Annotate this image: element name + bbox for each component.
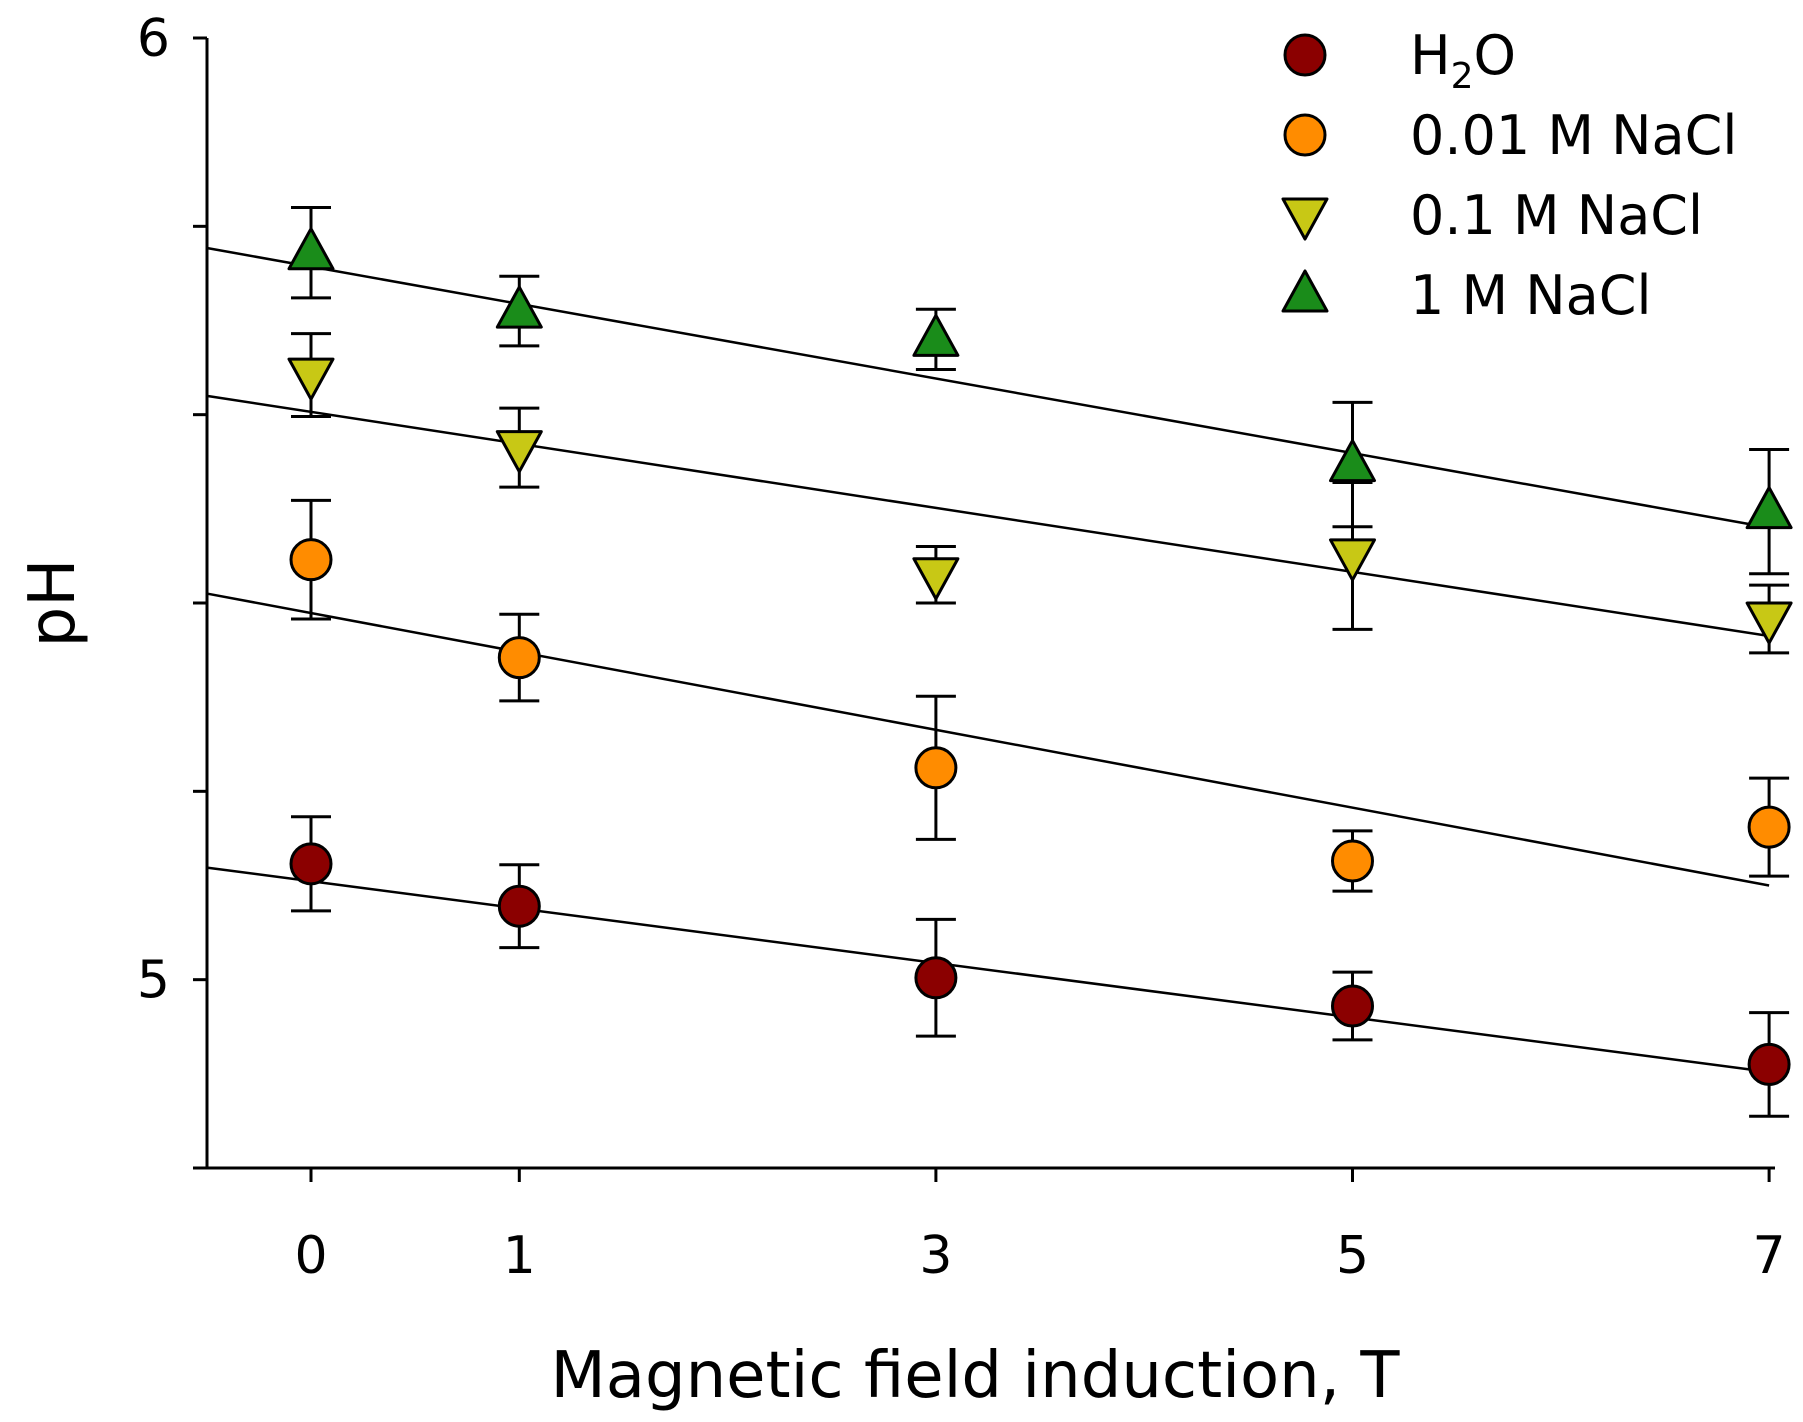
- data-point: [1329, 439, 1376, 483]
- fit-lines: [206, 246, 1770, 1074]
- data-point: [914, 956, 958, 1000]
- data-point: [1745, 486, 1793, 530]
- fit-line: [206, 246, 1770, 529]
- y-tick-label: 6: [137, 9, 170, 69]
- x-tick-label: 0: [294, 1226, 327, 1286]
- data-point: [1747, 1042, 1791, 1086]
- data-point: [1331, 984, 1374, 1028]
- data-point: [495, 285, 543, 329]
- x-tick-label: 1: [503, 1226, 536, 1286]
- legend-marker: [1283, 113, 1327, 157]
- x-tick-label: 3: [919, 1226, 952, 1286]
- data-point: [289, 538, 333, 582]
- data-point: [912, 557, 960, 601]
- data-point: [495, 430, 543, 474]
- data-point: [287, 357, 335, 401]
- data-point: [497, 636, 541, 680]
- x-axis-title: Magnetic field induction, T: [551, 1339, 1401, 1413]
- data-point: [1747, 805, 1791, 849]
- legend: H2O 0.01 M NaCl 0.1 M NaCl 1 M NaCl: [1281, 24, 1737, 327]
- data-point: [912, 313, 960, 357]
- fit-line: [206, 394, 1770, 638]
- legend-label: H2O: [1410, 24, 1516, 97]
- data-point: [497, 884, 541, 928]
- data-points: [287, 227, 1793, 1086]
- legend-label: 0.01 M NaCl: [1410, 104, 1737, 167]
- data-point: [1745, 601, 1793, 645]
- fit-line: [206, 592, 1770, 887]
- x-tick-label: 7: [1753, 1226, 1786, 1286]
- legend-label: 0.1 M NaCl: [1410, 184, 1703, 247]
- legend-label: 1 M NaCl: [1410, 264, 1651, 327]
- x-tick-label: 5: [1336, 1226, 1369, 1286]
- data-point: [1329, 538, 1376, 582]
- legend-marker: [1283, 33, 1327, 77]
- y-tick-label: 5: [137, 951, 170, 1011]
- x-ticks: 0 1 3 5 7: [294, 1168, 1786, 1286]
- data-point: [1331, 839, 1374, 883]
- data-point: [289, 842, 333, 886]
- data-point: [287, 227, 335, 271]
- y-ticks: 56: [137, 9, 207, 1170]
- fit-line: [206, 866, 1770, 1074]
- legend-marker: [1281, 197, 1329, 241]
- legend-marker: [1281, 269, 1329, 313]
- data-point: [914, 746, 958, 790]
- y-axis-title: pH: [16, 559, 90, 648]
